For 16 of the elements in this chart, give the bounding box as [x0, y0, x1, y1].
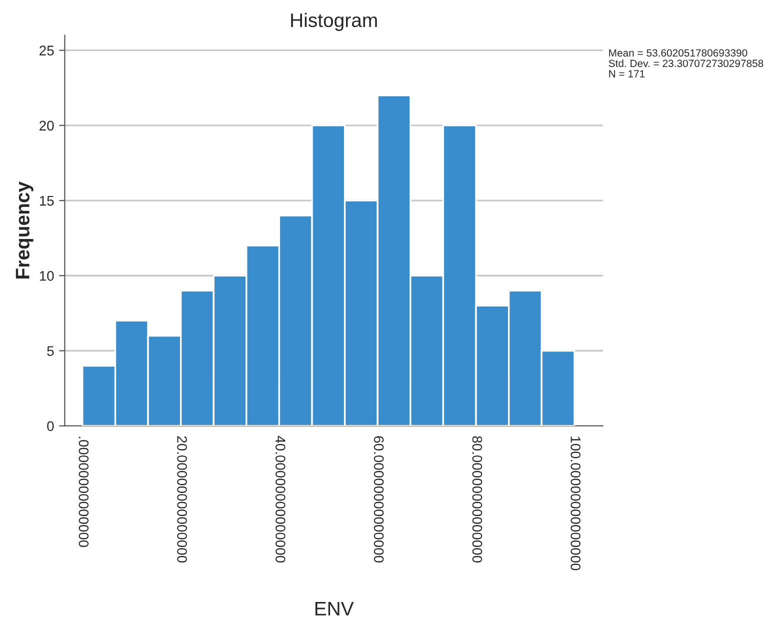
x-tick-label: 60.00000000000000	[374, 436, 384, 562]
chart-title: Histogram	[291, 12, 377, 31]
x-tick-label: 20.00000000000000	[177, 436, 187, 562]
text: Mean = 53.602051780693390 Std. Dev. = 23.307072730297858 N = 171	[608, 49, 764, 78]
y-axis-title: Frequency	[16, 182, 34, 278]
y-tick-label: 25	[40, 46, 54, 56]
x-axis-title: ENV	[315, 602, 354, 616]
x-tick-label: .00000000000000	[78, 436, 89, 548]
x-tick-label: 40.00000000000000	[276, 436, 286, 562]
y-tick-label: 10	[40, 270, 54, 281]
y-tick-label: 0	[47, 421, 54, 432]
y-tick-label: 5	[47, 346, 54, 356]
x-tick-label: 80.00000000000000	[472, 436, 482, 562]
y-tick-label: 15	[40, 196, 54, 206]
x-tick-label: 100.00000000000000	[570, 436, 581, 570]
y-tick-label: 20	[40, 120, 54, 131]
